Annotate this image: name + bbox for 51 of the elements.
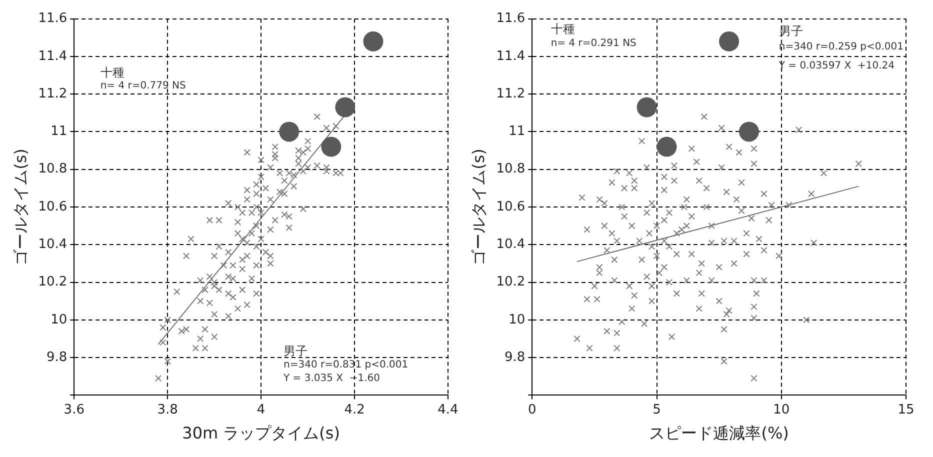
y-tick-label: 9.8	[504, 350, 526, 365]
point	[636, 97, 657, 118]
y-tick-label: 10.4	[496, 237, 526, 252]
y-axis-title: ゴールタイム(s)	[10, 148, 30, 266]
y-axis-title: ゴールタイム(s)	[468, 148, 488, 266]
y-tick-label: 11.4	[38, 48, 68, 64]
x-tick-label: 3.8	[157, 402, 178, 418]
x-axis-title: 30m ラップタイム(s)	[182, 424, 340, 443]
x-tick-label: 3.6	[64, 402, 84, 418]
point	[738, 122, 759, 142]
annotation: n= 4 r=0.779 NS	[100, 80, 186, 92]
annotation: 男子	[778, 24, 803, 38]
point	[719, 31, 740, 52]
x-axis-title: スピード逓減率(%)	[649, 424, 789, 443]
x-tick-label: 0	[528, 402, 536, 418]
y-tick-label: 10	[50, 312, 68, 328]
annotation: Y = 3.035 X −1.60	[282, 372, 380, 384]
y-tick-label: 11	[50, 124, 68, 140]
y-tick-label: 10.2	[38, 274, 68, 290]
y-tick-label: 10.8	[38, 162, 68, 177]
y-tick-label: 11.2	[496, 86, 526, 102]
annotation: 十種	[550, 22, 575, 36]
x-tick-label: 15	[898, 402, 914, 418]
point	[279, 122, 300, 142]
point	[321, 136, 342, 157]
y-tick-label: 11.6	[38, 11, 68, 26]
annotation: n=340 r=0.831 p<0.001	[284, 360, 408, 371]
y-tick-label: 10.6	[496, 199, 526, 214]
x-tick-label: 4.2	[344, 402, 365, 418]
y-tick-label: 10.8	[496, 162, 526, 177]
annotation: Y = 0.03597 X +10.24	[778, 60, 894, 72]
annotation: 男子	[284, 344, 308, 358]
y-tick-label: 9.8	[46, 350, 68, 365]
x-tick-label: 4	[256, 402, 266, 418]
y-tick-label: 10	[508, 312, 526, 328]
point	[335, 97, 356, 118]
y-tick-label: 10.2	[496, 274, 526, 290]
annotation: n=340 r=0.259 p<0.001	[778, 42, 904, 53]
x-tick-label: 4.4	[438, 402, 458, 418]
point	[363, 31, 384, 52]
x-tick-label: 5	[652, 402, 661, 418]
point	[656, 136, 677, 157]
y-tick-label: 11.6	[496, 11, 526, 26]
y-tick-label: 11.4	[496, 48, 526, 64]
annotation: n= 4 r=0.291 NS	[550, 38, 636, 49]
y-tick-label: 11	[508, 124, 526, 140]
y-tick-label: 10.4	[38, 237, 68, 252]
y-tick-label: 10.6	[38, 199, 68, 214]
x-tick-label: 10	[773, 402, 790, 418]
annotation: 十種	[100, 66, 124, 80]
y-tick-label: 11.2	[38, 86, 68, 102]
